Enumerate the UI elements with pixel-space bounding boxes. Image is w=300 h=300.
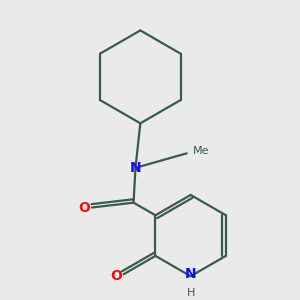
Text: N: N xyxy=(185,267,197,281)
Text: H: H xyxy=(187,288,195,298)
Text: O: O xyxy=(110,269,122,283)
Text: Me: Me xyxy=(193,146,209,156)
Text: O: O xyxy=(78,200,90,214)
Text: N: N xyxy=(130,161,141,175)
